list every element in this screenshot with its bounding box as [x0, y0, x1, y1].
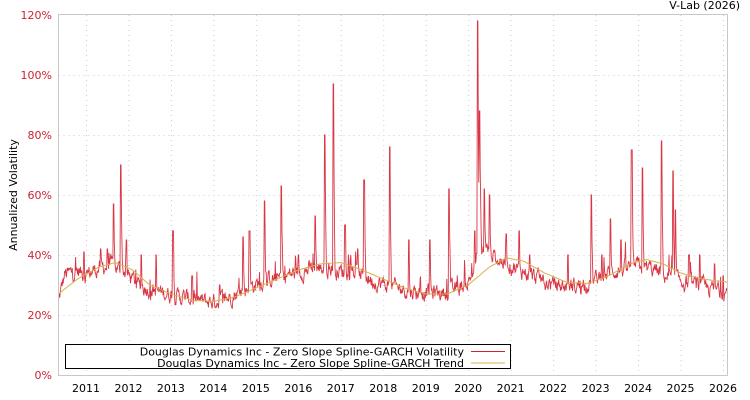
x-tick-label: 2018 — [369, 382, 397, 395]
legend-label-trend: Douglas Dynamics Inc - Zero Slope Spline… — [157, 357, 464, 370]
x-tick-label: 2020 — [454, 382, 482, 395]
x-tick-label: 2011 — [72, 382, 100, 395]
x-tick-label: 2016 — [284, 382, 312, 395]
y-axis-ticks: 0% 20% 40% 60% 80% 100% 120% — [21, 9, 52, 382]
x-tick-label: 2019 — [412, 382, 440, 395]
grid-lines — [58, 15, 728, 375]
y-tick-label: 60% — [28, 189, 52, 202]
y-axis-label: Annualized Volatility — [7, 139, 20, 251]
y-tick-label: 120% — [21, 9, 52, 22]
plot-frame — [58, 14, 728, 376]
y-tick-label: 100% — [21, 69, 52, 82]
volatility-line — [57, 20, 728, 309]
x-axis-ticks: 2011 2012 2013 2014 2015 2016 2017 2018 2019 2020… — [72, 382, 737, 395]
legend-box — [65, 344, 511, 369]
credit-label: V-Lab (2026) — [669, 0, 740, 12]
x-tick-label: 2022 — [539, 382, 567, 395]
plot-series — [57, 20, 728, 309]
x-tick-label: 2017 — [327, 382, 355, 395]
y-tick-label: 40% — [28, 249, 52, 262]
y-tick-label: 20% — [28, 309, 52, 322]
y-tick-label: 0% — [35, 369, 52, 382]
x-tick-label: 2014 — [199, 382, 227, 395]
x-tick-label: 2013 — [157, 382, 185, 395]
x-tick-label: 2015 — [242, 382, 270, 395]
y-tick-label: 80% — [28, 129, 52, 142]
x-tick-label: 2021 — [497, 382, 525, 395]
x-tick-label: 2026 — [709, 382, 737, 395]
legend-label-volatility: Douglas Dynamics Inc - Zero Slope Spline… — [140, 346, 465, 359]
x-tick-label: 2023 — [582, 382, 610, 395]
x-tick-label: 2012 — [114, 382, 142, 395]
x-tick-label: 2025 — [667, 382, 695, 395]
legend: Douglas Dynamics Inc - Zero Slope Spline… — [65, 344, 511, 370]
x-tick-label: 2024 — [624, 382, 652, 395]
trend-line — [58, 257, 728, 302]
